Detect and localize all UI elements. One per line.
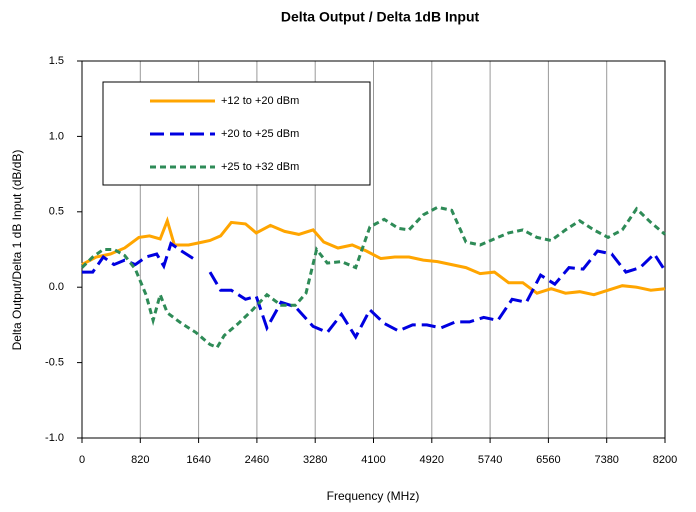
series-line (81, 216, 666, 297)
y-tick-label: 0.5 (49, 206, 64, 218)
y-tick-label: -1.0 (45, 432, 64, 444)
x-axis-label: Frequency (MHz) (327, 489, 420, 503)
x-tick-label: 4100 (361, 454, 385, 466)
y-tick-label: 1.0 (49, 130, 64, 142)
legend-label: +25 to +32 dBm (221, 161, 299, 173)
x-tick-label: 7380 (594, 454, 618, 466)
y-tick-label: -0.5 (45, 357, 64, 369)
y-axis-label: Delta Output/Delta 1 dB Input (dB/dB) (10, 150, 24, 351)
legend-label: +20 to +25 dBm (221, 128, 299, 140)
y-tick-label: 1.5 (49, 55, 64, 67)
series-line (80, 205, 666, 350)
x-tick-label: 1640 (186, 454, 210, 466)
x-tick-label: 820 (131, 454, 149, 466)
x-tick-label: 8200 (653, 454, 677, 466)
x-tick-label: 6560 (536, 454, 560, 466)
x-tick-label: 5740 (478, 454, 502, 466)
legend-box (102, 81, 371, 186)
x-tick-label: 3280 (303, 454, 327, 466)
x-tick-label: 4920 (420, 454, 444, 466)
plot-frame (81, 60, 666, 439)
x-tick-label: 0 (79, 454, 85, 466)
y-tick-label: 0.0 (49, 281, 64, 293)
legend-label: +12 to +20 dBm (221, 95, 299, 107)
chart-title: Delta Output / Delta 1dB Input (281, 9, 480, 25)
x-tick-label: 2460 (245, 454, 269, 466)
series-line (82, 241, 667, 341)
